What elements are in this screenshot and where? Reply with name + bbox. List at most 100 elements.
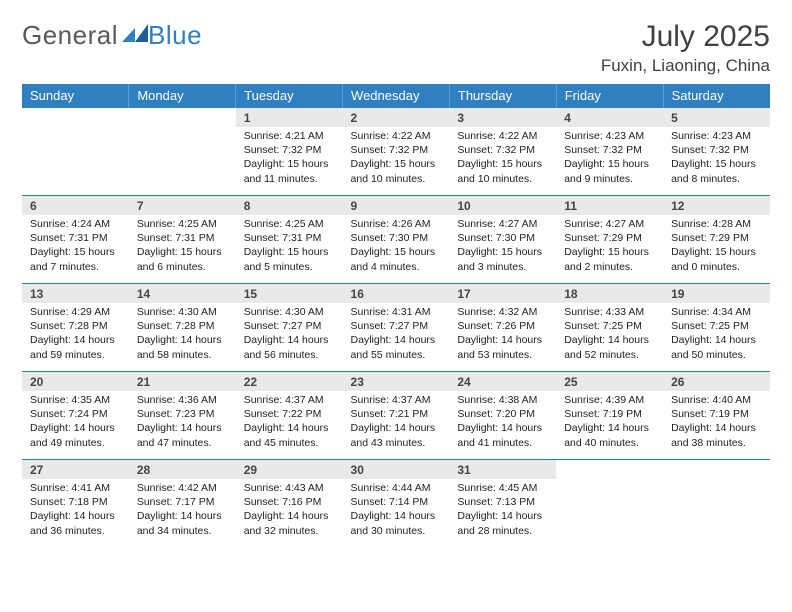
day-number: 5 [663,108,770,127]
sunrise-text: Sunrise: 4:40 AM [671,393,762,407]
day-details: Sunrise: 4:25 AMSunset: 7:31 PMDaylight:… [129,215,236,278]
daylight-text: Daylight: 14 hours and 56 minutes. [244,333,335,361]
day-details: Sunrise: 4:29 AMSunset: 7:28 PMDaylight:… [22,303,129,366]
sunrise-text: Sunrise: 4:35 AM [30,393,121,407]
sunrise-text: Sunrise: 4:28 AM [671,217,762,231]
day-number: 18 [556,284,663,303]
calendar-day-cell: 9Sunrise: 4:26 AMSunset: 7:30 PMDaylight… [343,196,450,284]
calendar-day-cell: 17Sunrise: 4:32 AMSunset: 7:26 PMDayligh… [449,284,556,372]
calendar-day-cell: 8Sunrise: 4:25 AMSunset: 7:31 PMDaylight… [236,196,343,284]
day-number: 15 [236,284,343,303]
sunrise-text: Sunrise: 4:21 AM [244,129,335,143]
calendar-day-cell: 30Sunrise: 4:44 AMSunset: 7:14 PMDayligh… [343,460,450,548]
calendar-day-cell: 3Sunrise: 4:22 AMSunset: 7:32 PMDaylight… [449,108,556,196]
sunrise-text: Sunrise: 4:37 AM [351,393,442,407]
day-number: 25 [556,372,663,391]
sunrise-text: Sunrise: 4:25 AM [244,217,335,231]
sunrise-text: Sunrise: 4:31 AM [351,305,442,319]
daylight-text: Daylight: 14 hours and 55 minutes. [351,333,442,361]
day-number: 30 [343,460,450,479]
sunset-text: Sunset: 7:21 PM [351,407,442,421]
day-details: Sunrise: 4:25 AMSunset: 7:31 PMDaylight:… [236,215,343,278]
sunrise-text: Sunrise: 4:30 AM [137,305,228,319]
daylight-text: Daylight: 14 hours and 52 minutes. [564,333,655,361]
day-details: Sunrise: 4:33 AMSunset: 7:25 PMDaylight:… [556,303,663,366]
daylight-text: Daylight: 15 hours and 4 minutes. [351,245,442,273]
calendar-week-row: 27Sunrise: 4:41 AMSunset: 7:18 PMDayligh… [22,460,770,548]
daylight-text: Daylight: 14 hours and 49 minutes. [30,421,121,449]
sunset-text: Sunset: 7:29 PM [671,231,762,245]
day-number: 13 [22,284,129,303]
sunrise-text: Sunrise: 4:34 AM [671,305,762,319]
daylight-text: Daylight: 15 hours and 10 minutes. [457,157,548,185]
calendar-day-cell: 2Sunrise: 4:22 AMSunset: 7:32 PMDaylight… [343,108,450,196]
calendar-day-cell [663,460,770,548]
day-details: Sunrise: 4:30 AMSunset: 7:27 PMDaylight:… [236,303,343,366]
day-number: 2 [343,108,450,127]
calendar-day-cell: 18Sunrise: 4:33 AMSunset: 7:25 PMDayligh… [556,284,663,372]
day-details: Sunrise: 4:31 AMSunset: 7:27 PMDaylight:… [343,303,450,366]
sunrise-text: Sunrise: 4:22 AM [351,129,442,143]
sunrise-text: Sunrise: 4:39 AM [564,393,655,407]
day-number: 12 [663,196,770,215]
day-number: 7 [129,196,236,215]
daylight-text: Daylight: 14 hours and 38 minutes. [671,421,762,449]
day-details: Sunrise: 4:41 AMSunset: 7:18 PMDaylight:… [22,479,129,542]
day-details: Sunrise: 4:36 AMSunset: 7:23 PMDaylight:… [129,391,236,454]
calendar-day-cell: 26Sunrise: 4:40 AMSunset: 7:19 PMDayligh… [663,372,770,460]
day-details: Sunrise: 4:37 AMSunset: 7:21 PMDaylight:… [343,391,450,454]
weekday-header: Tuesday [236,84,343,108]
daylight-text: Daylight: 14 hours and 50 minutes. [671,333,762,361]
weekday-header: Friday [556,84,663,108]
day-number: 11 [556,196,663,215]
day-number: 4 [556,108,663,127]
day-number: 17 [449,284,556,303]
day-number: 19 [663,284,770,303]
sunrise-text: Sunrise: 4:30 AM [244,305,335,319]
day-number: 8 [236,196,343,215]
sunrise-text: Sunrise: 4:38 AM [457,393,548,407]
sunset-text: Sunset: 7:28 PM [30,319,121,333]
sunrise-text: Sunrise: 4:24 AM [30,217,121,231]
sunset-text: Sunset: 7:32 PM [244,143,335,157]
calendar-day-cell [556,460,663,548]
calendar-day-cell: 15Sunrise: 4:30 AMSunset: 7:27 PMDayligh… [236,284,343,372]
sunrise-text: Sunrise: 4:32 AM [457,305,548,319]
day-details: Sunrise: 4:23 AMSunset: 7:32 PMDaylight:… [556,127,663,190]
calendar-body: 1Sunrise: 4:21 AMSunset: 7:32 PMDaylight… [22,108,770,548]
sunrise-text: Sunrise: 4:37 AM [244,393,335,407]
calendar-day-cell: 7Sunrise: 4:25 AMSunset: 7:31 PMDaylight… [129,196,236,284]
brand-logo: General Blue [22,20,202,51]
daylight-text: Daylight: 14 hours and 47 minutes. [137,421,228,449]
day-number: 22 [236,372,343,391]
daylight-text: Daylight: 15 hours and 11 minutes. [244,157,335,185]
sunrise-text: Sunrise: 4:27 AM [457,217,548,231]
calendar-day-cell: 23Sunrise: 4:37 AMSunset: 7:21 PMDayligh… [343,372,450,460]
calendar-day-cell: 11Sunrise: 4:27 AMSunset: 7:29 PMDayligh… [556,196,663,284]
day-number: 23 [343,372,450,391]
daylight-text: Daylight: 14 hours and 58 minutes. [137,333,228,361]
calendar-day-cell: 5Sunrise: 4:23 AMSunset: 7:32 PMDaylight… [663,108,770,196]
logo-mark-icon [122,24,148,42]
day-details: Sunrise: 4:32 AMSunset: 7:26 PMDaylight:… [449,303,556,366]
day-number: 21 [129,372,236,391]
calendar-day-cell: 10Sunrise: 4:27 AMSunset: 7:30 PMDayligh… [449,196,556,284]
sunrise-text: Sunrise: 4:33 AM [564,305,655,319]
daylight-text: Daylight: 14 hours and 45 minutes. [244,421,335,449]
sunset-text: Sunset: 7:32 PM [457,143,548,157]
day-details: Sunrise: 4:22 AMSunset: 7:32 PMDaylight:… [343,127,450,190]
sunset-text: Sunset: 7:25 PM [671,319,762,333]
weekday-header: Saturday [663,84,770,108]
calendar-day-cell [129,108,236,196]
sunset-text: Sunset: 7:18 PM [30,495,121,509]
calendar-day-cell: 1Sunrise: 4:21 AMSunset: 7:32 PMDaylight… [236,108,343,196]
day-number: 28 [129,460,236,479]
daylight-text: Daylight: 14 hours and 41 minutes. [457,421,548,449]
calendar-day-cell: 25Sunrise: 4:39 AMSunset: 7:19 PMDayligh… [556,372,663,460]
header: General Blue July 2025 Fuxin, Liaoning, … [22,20,770,76]
weekday-header: Sunday [22,84,129,108]
sunrise-text: Sunrise: 4:25 AM [137,217,228,231]
sunset-text: Sunset: 7:19 PM [564,407,655,421]
sunrise-text: Sunrise: 4:23 AM [564,129,655,143]
sunset-text: Sunset: 7:32 PM [671,143,762,157]
